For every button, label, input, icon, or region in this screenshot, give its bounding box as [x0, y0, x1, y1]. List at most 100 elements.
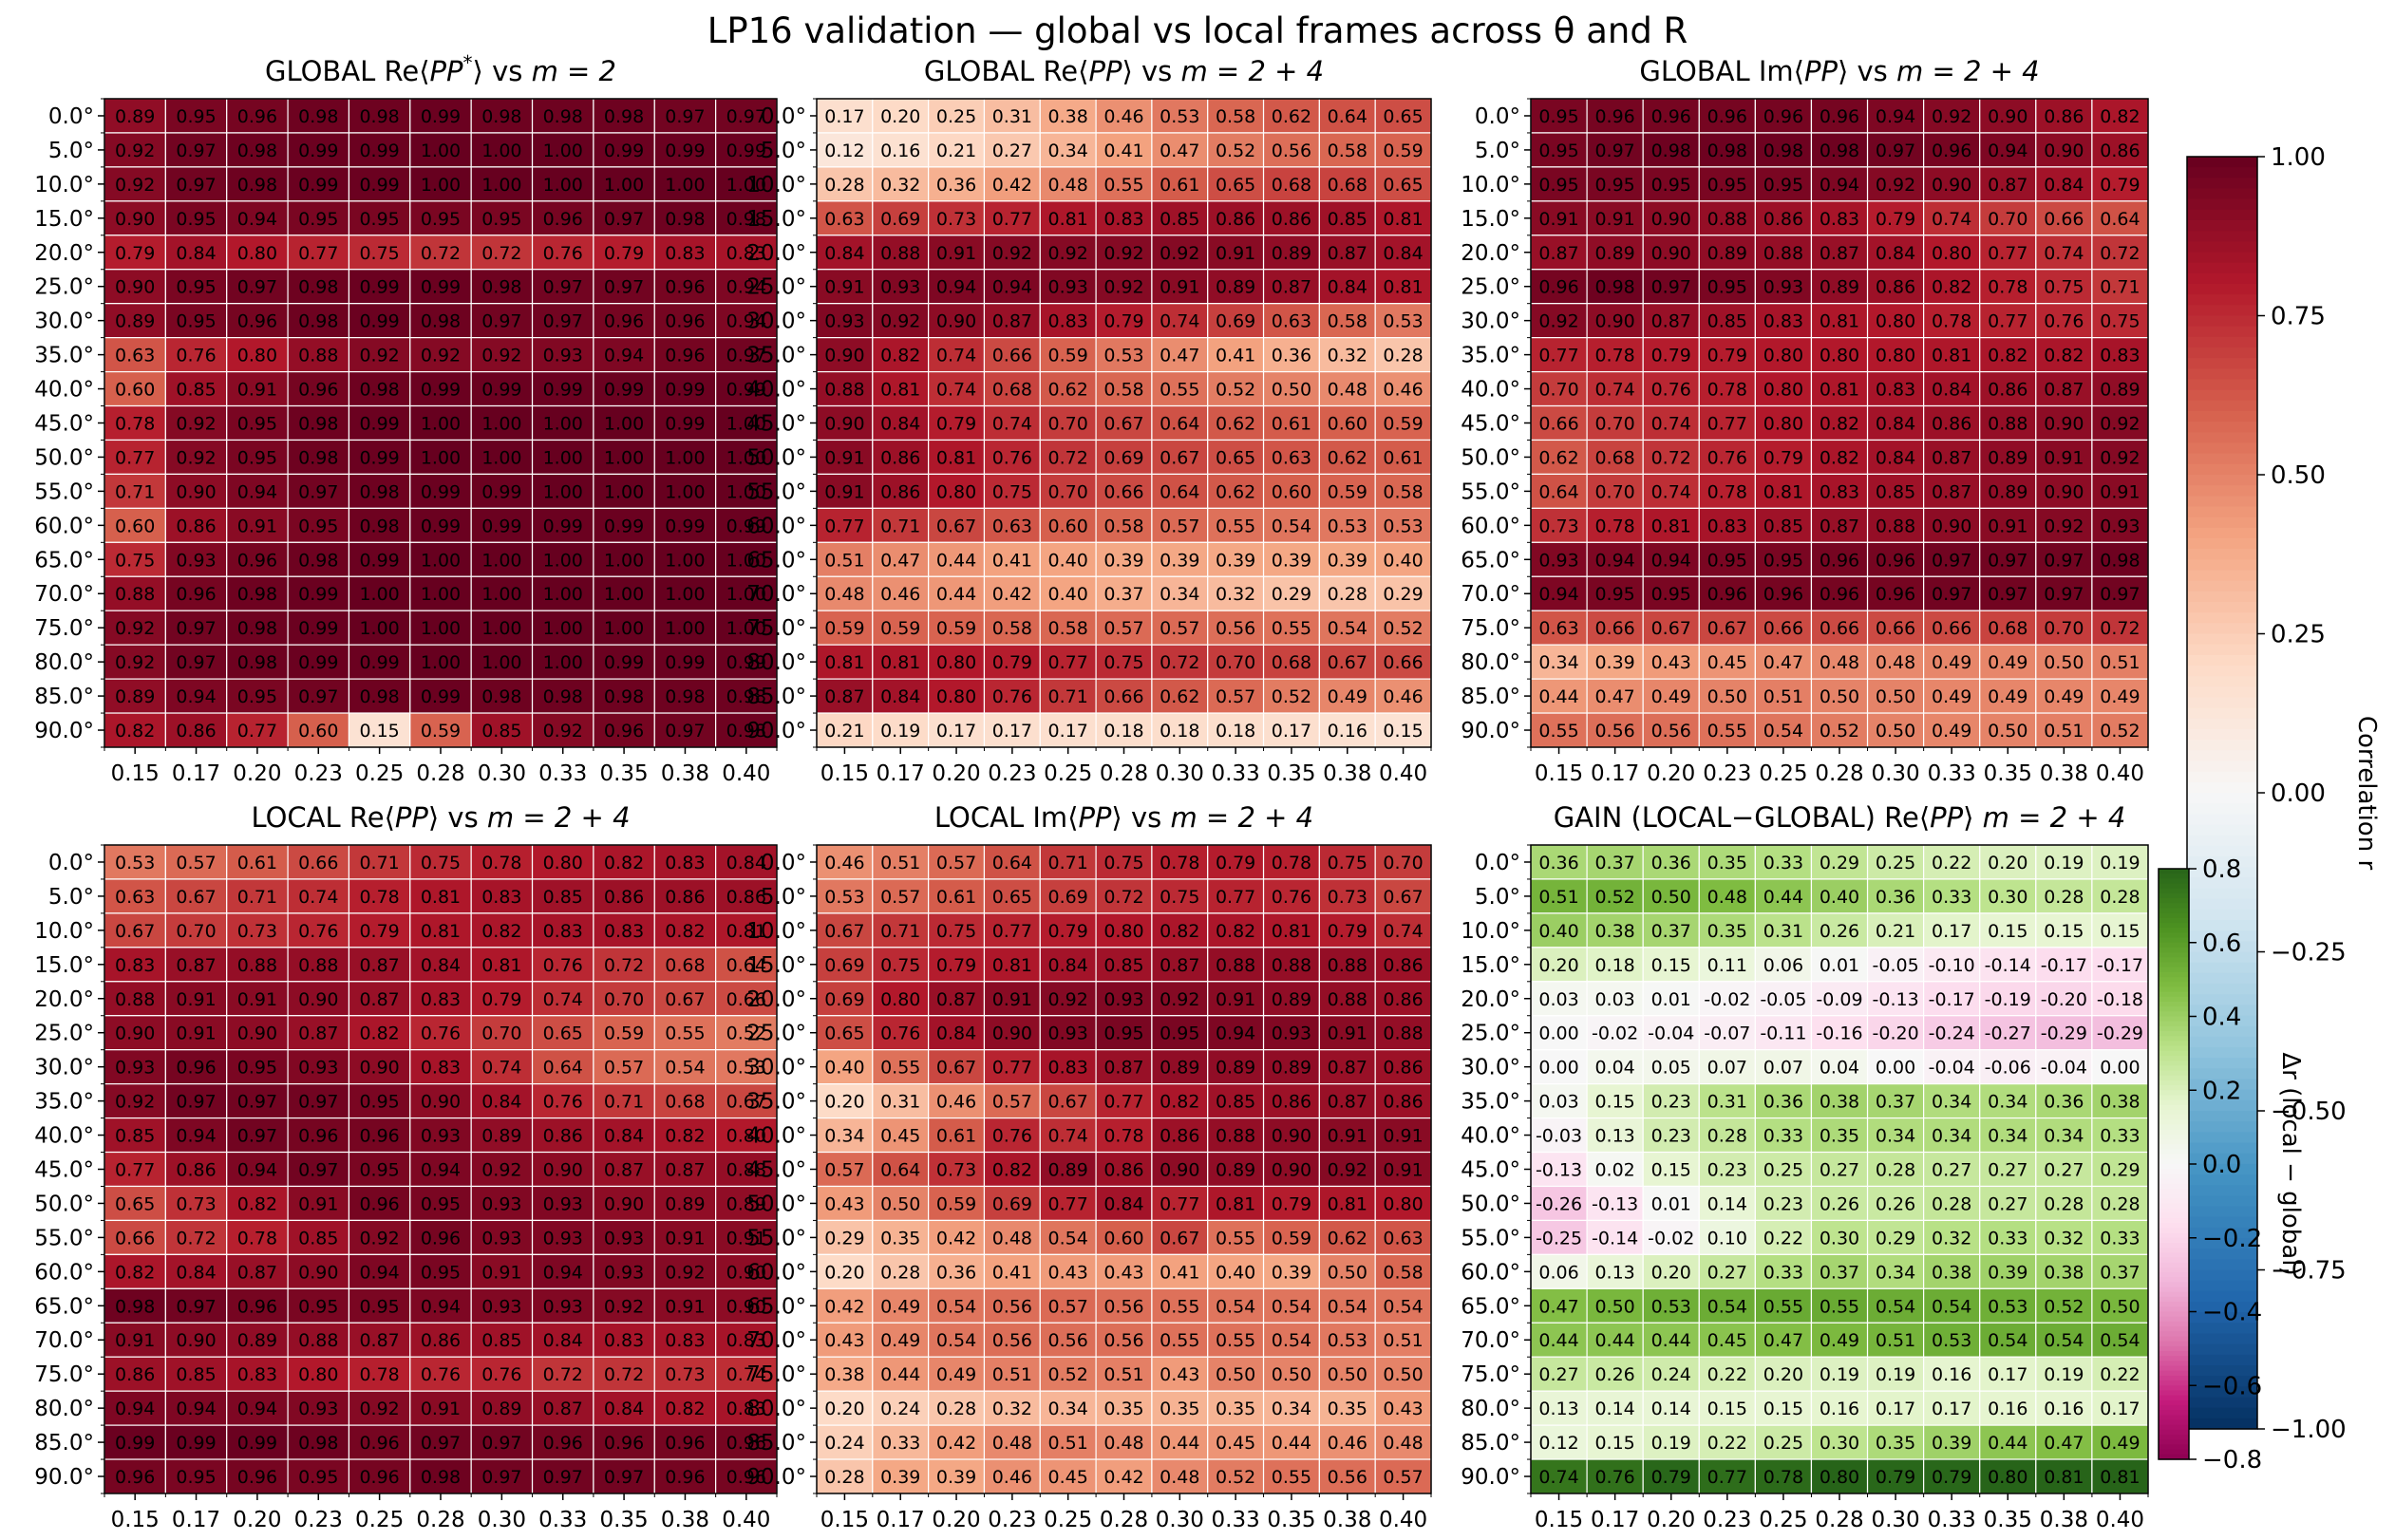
heatmap-cell [872, 644, 930, 680]
colorbar-segment [2159, 873, 2189, 879]
cell-value-label: 0.67 [1048, 1092, 1088, 1113]
heatmap-cell [1979, 337, 2037, 373]
heatmap-cell [2035, 166, 2093, 202]
heatmap-panels: 0.89 0.95 0.96 0.98 0.98 0.99 0.98 0.98 0.98 0.97… [34, 51, 2149, 1532]
cell-value-label: 0.72 [481, 243, 521, 264]
cell-value-label: 0.26 [1820, 921, 1859, 942]
cell-value-label: 0.91 [1160, 277, 1199, 298]
cell-value-label: 1.00 [421, 652, 461, 673]
cell-value-label: 0.95 [237, 686, 277, 707]
colorbar-segment [2187, 602, 2257, 613]
cell-value-label: 0.96 [298, 380, 338, 401]
y-tick-label: 85.0° [1461, 685, 1520, 709]
cell-value-label: 0.92 [115, 652, 155, 673]
cell-value-label: 0.26 [1594, 1364, 1634, 1385]
cell-value-label: 0.98 [665, 209, 705, 230]
heatmap-cell [816, 166, 874, 202]
colorbar-segment [2187, 666, 2257, 677]
cell-value-label: 0.97 [1876, 141, 1915, 161]
cell-value-label: 0.46 [1383, 686, 1423, 707]
y-tick-label: 80.0° [746, 650, 806, 675]
heatmap-cell [531, 878, 594, 914]
cell-value-label: 0.97 [604, 209, 644, 230]
cell-value-label: 0.98 [359, 106, 399, 127]
heatmap-cell [104, 575, 166, 611]
cell-value-label: 0.04 [1820, 1058, 1859, 1079]
y-tick-label: 45.0° [746, 412, 806, 437]
heatmap-cell [226, 404, 289, 441]
cell-value-label: 0.60 [1048, 516, 1088, 536]
cell-value-label: 0.92 [115, 1092, 155, 1113]
heatmap-cell [1374, 98, 1432, 134]
heatmap-cell [226, 712, 289, 748]
heatmap-cell [1979, 712, 2037, 748]
cell-value-label: 0.82 [665, 1126, 705, 1147]
cell-value-label: 0.33 [2100, 1126, 2140, 1147]
cell-value-label: 0.14 [1651, 1399, 1691, 1419]
colorbar-segment [2187, 612, 2257, 624]
x-tick-label: 0.33 [1212, 1508, 1260, 1532]
cell-value-label: 0.59 [824, 618, 864, 639]
cell-value-label: 0.76 [992, 447, 1032, 468]
cell-value-label: 0.40 [1820, 887, 1859, 908]
cell-value-label: 0.44 [1763, 887, 1803, 908]
cell-value-label: 0.28 [2100, 1193, 2140, 1214]
cell-value-label: 0.61 [237, 853, 277, 873]
cell-value-label: 0.19 [880, 721, 920, 742]
cell-value-label: 0.56 [1103, 1330, 1143, 1351]
cell-value-label: 1.00 [543, 141, 583, 161]
cell-value-label: 0.15 [2100, 921, 2140, 942]
cell-value-label: 0.93 [824, 311, 864, 332]
heatmap-cell [1095, 644, 1153, 680]
heatmap-cell [593, 912, 655, 948]
cell-value-label: 0.88 [115, 989, 155, 1010]
heatmap-cell [593, 1015, 655, 1051]
colorbar-segment [2187, 750, 2257, 762]
cell-value-label: 0.74 [1932, 209, 1971, 230]
cell-value-label: 0.96 [237, 550, 277, 571]
colorbar-segment [2159, 898, 2189, 904]
y-tick-label: 35.0° [34, 344, 94, 368]
cell-value-label: -0.04 [1929, 1058, 1975, 1079]
cell-value-label: 0.87 [1272, 277, 1311, 298]
cell-value-label: 0.86 [1383, 955, 1423, 976]
cell-value-label: 0.34 [1048, 141, 1088, 161]
y-tick-label: 75.0° [34, 616, 94, 641]
heatmap-cell [1698, 404, 1756, 441]
colorbar-segment [2159, 967, 2189, 973]
heatmap-cell [593, 1185, 655, 1222]
colorbar-segment [2187, 1269, 2257, 1282]
cell-value-label: 0.91 [115, 1330, 155, 1351]
cell-value-label: 0.49 [2044, 686, 2084, 707]
colorbar-segment [2159, 1080, 2189, 1086]
heatmap-cell [1979, 200, 2037, 236]
cell-value-label: 1.00 [421, 447, 461, 468]
x-tick-label: 0.40 [2096, 761, 2144, 786]
cell-value-label: 0.73 [1328, 887, 1367, 908]
cell-value-label: 0.78 [1988, 277, 2027, 298]
cell-value-label: 0.75 [421, 853, 461, 873]
colorbar-segment [2187, 1407, 2257, 1419]
heatmap-cell [2035, 404, 2093, 441]
y-tick-label: 30.0° [746, 1056, 806, 1080]
x-tick-label: 0.38 [661, 1508, 709, 1532]
cell-value-label: 1.00 [665, 584, 705, 605]
y-tick-label: 10.0° [34, 173, 94, 197]
cell-value-label: 0.99 [726, 652, 766, 673]
colorbar-segment [2159, 883, 2189, 890]
colorbar-tick-label: −0.25 [2271, 939, 2347, 967]
heatmap-cell [1754, 303, 1813, 339]
cell-value-label: 0.83 [2100, 346, 2140, 366]
x-tick-label: 0.17 [1591, 761, 1639, 786]
heatmap-cell [1698, 507, 1756, 543]
heatmap-cell [1698, 370, 1756, 407]
cell-value-label: 0.89 [1272, 1058, 1311, 1079]
cell-value-label: 0.50 [880, 1193, 920, 1214]
cell-value-label: 0.25 [936, 106, 976, 127]
colorbar-tick-label: 0.75 [2271, 303, 2326, 331]
cell-value-label: 0.97 [604, 277, 644, 298]
cell-value-label: 0.91 [1216, 989, 1255, 1010]
cell-value-label: 0.93 [543, 346, 583, 366]
colorbar-label: Correlation r [2352, 716, 2381, 871]
cell-value-label: 0.49 [1651, 686, 1691, 707]
